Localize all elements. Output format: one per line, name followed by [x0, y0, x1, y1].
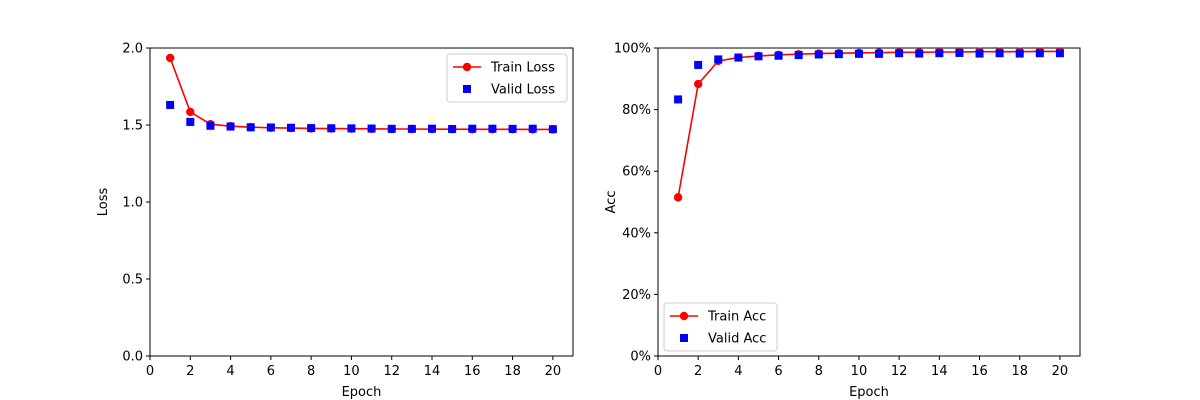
y-tick-label: 1.5 — [122, 119, 143, 134]
y-tick-label: 20% — [622, 288, 651, 303]
y-tick-label: 0.5 — [122, 273, 143, 288]
x-tick-label: 6 — [774, 364, 782, 379]
x-tick-label: 20 — [1052, 364, 1069, 379]
loss-chart: 0 2 4 6 8 10 12 14 16 18 20 0.0 0.5 1.0 1.5 2.0 Epoch Los… — [96, 42, 574, 400]
x-tick-label: 0 — [654, 364, 662, 379]
x-axis-label: Epoch — [342, 385, 382, 400]
data-point — [794, 51, 803, 60]
data-point — [186, 107, 195, 117]
data-point — [166, 100, 175, 109]
data-point — [407, 124, 416, 133]
data-point — [814, 50, 823, 59]
data-point — [774, 51, 783, 60]
x-tick-label: 12 — [383, 364, 400, 379]
data-point — [246, 123, 255, 132]
legend: Train Acc Valid Acc — [663, 302, 778, 352]
data-point — [875, 49, 884, 58]
x-tick-label: 14 — [931, 364, 948, 379]
y-tick-label: 40% — [622, 226, 651, 241]
data-point — [186, 117, 195, 126]
x-tick-label: 10 — [851, 364, 868, 379]
data-point — [915, 49, 924, 58]
data-point — [955, 48, 964, 57]
data-point — [287, 123, 295, 132]
data-point — [387, 124, 396, 133]
data-point — [327, 124, 336, 133]
legend-marker — [462, 62, 472, 72]
x-tick-label: 0 — [146, 364, 154, 379]
data-point — [834, 50, 843, 59]
data-point — [674, 95, 683, 104]
y-tick-label: 2.0 — [122, 42, 143, 57]
x-tick-label: 16 — [971, 364, 988, 379]
y-axis-label: Acc — [604, 191, 619, 214]
data-point — [1035, 49, 1044, 58]
x-tick-label: 6 — [267, 364, 275, 379]
y-tick-label: 60% — [622, 165, 651, 180]
x-tick-label: 12 — [891, 364, 908, 379]
data-point — [508, 124, 517, 133]
data-point — [754, 52, 763, 61]
legend-label: Valid Acc — [708, 332, 766, 347]
legend-marker — [463, 85, 471, 93]
data-point — [488, 124, 497, 133]
data-point — [548, 125, 557, 134]
data-point — [347, 124, 356, 133]
x-tick-label: 8 — [815, 364, 823, 379]
data-point — [975, 49, 984, 58]
data-point — [428, 124, 436, 133]
data-point — [1055, 49, 1064, 58]
data-point — [1015, 49, 1024, 58]
legend: Train Loss Valid Loss — [446, 53, 568, 103]
x-tick-label: 2 — [694, 364, 702, 379]
legend-box — [446, 53, 568, 103]
data-point — [266, 123, 275, 132]
legend-label: Valid Loss — [491, 83, 555, 98]
data-point — [165, 53, 175, 63]
data-point — [714, 55, 723, 64]
data-point — [468, 124, 477, 133]
accuracy-chart: 0 2 4 6 8 10 12 14 16 18 20 0% 20% 40% 60% 80% 100% Epoch… — [604, 42, 1081, 400]
legend-label: Train Loss — [490, 61, 555, 76]
legend-label: Train Acc — [707, 310, 766, 325]
x-tick-label: 14 — [424, 364, 441, 379]
x-tick-label: 8 — [307, 364, 315, 379]
x-tick-label: 4 — [734, 364, 742, 379]
x-tick-label: 18 — [504, 364, 521, 379]
y-tick-label: 1.0 — [122, 196, 143, 211]
data-point — [995, 49, 1004, 58]
data-point — [206, 121, 215, 130]
y-tick-label: 80% — [622, 103, 651, 118]
legend-marker — [679, 311, 689, 321]
y-axis-label: Loss — [96, 188, 111, 217]
x-axis-label: Epoch — [849, 385, 889, 400]
x-tick-label: 16 — [464, 364, 481, 379]
data-point — [734, 53, 743, 62]
data-point — [528, 124, 537, 133]
data-point — [226, 122, 235, 131]
data-point — [935, 49, 944, 58]
data-point — [673, 193, 683, 202]
x-tick-label: 4 — [226, 364, 234, 379]
legend-box — [663, 302, 778, 352]
plot-frame — [657, 47, 1081, 357]
legend-marker — [680, 334, 688, 342]
data-point — [895, 49, 904, 58]
y-tick-label: 100% — [614, 42, 651, 57]
data-point — [307, 124, 316, 133]
data-point — [693, 79, 703, 89]
y-tick-label: 0.0 — [122, 350, 143, 365]
x-tick-label: 20 — [545, 364, 562, 379]
data-point — [448, 125, 457, 134]
x-tick-label: 10 — [343, 364, 360, 379]
y-tick-label: 0% — [630, 350, 651, 365]
data-point — [367, 124, 376, 133]
data-point — [694, 60, 703, 69]
data-point — [854, 49, 863, 58]
x-tick-label: 18 — [1011, 364, 1028, 379]
x-tick-label: 2 — [186, 364, 194, 379]
